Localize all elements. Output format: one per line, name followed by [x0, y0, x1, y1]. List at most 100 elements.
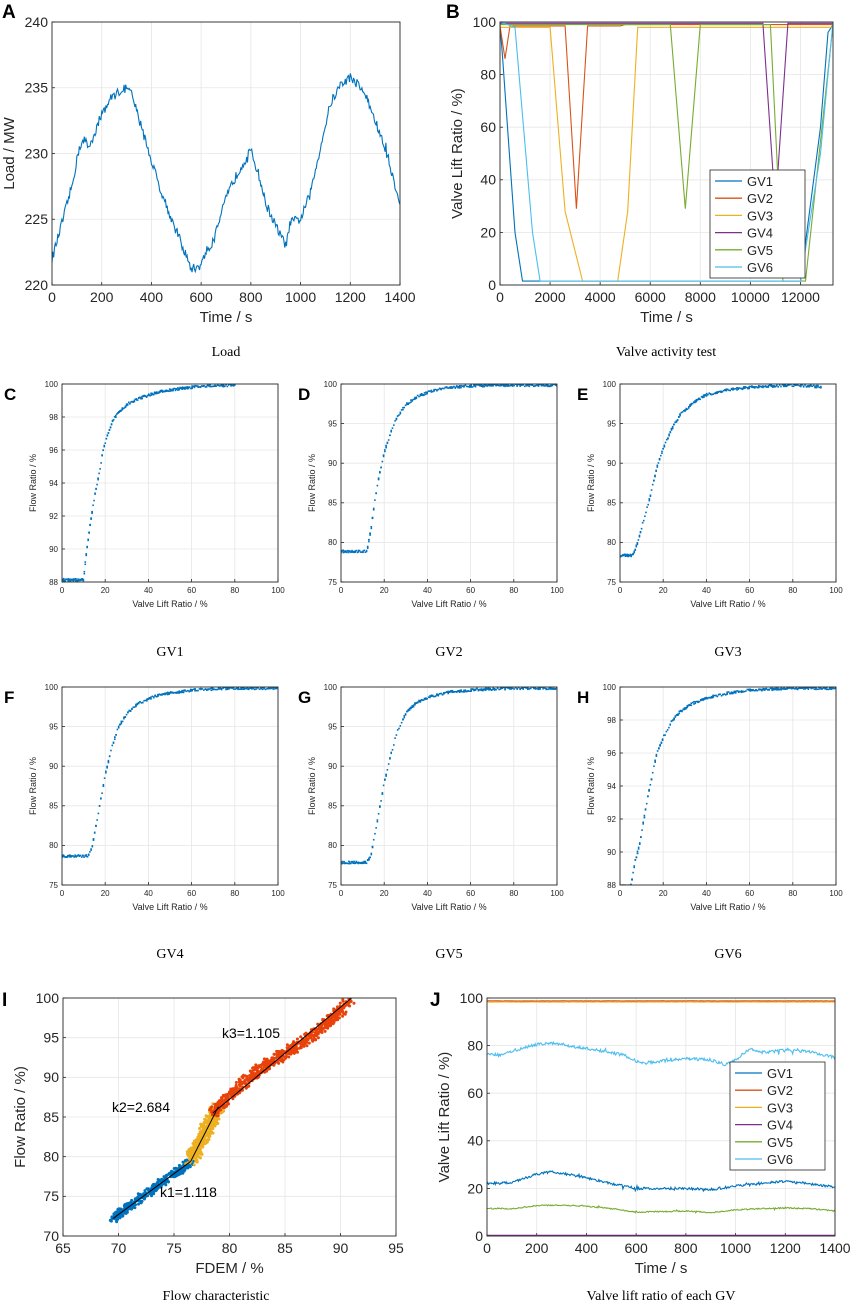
scatter-point [116, 728, 119, 731]
axes-box [51, 21, 401, 286]
scatter-point-k2 [195, 1154, 199, 1158]
scatter-point [656, 750, 659, 752]
scatter-point [136, 702, 139, 705]
scatter-point [176, 691, 179, 693]
scatter-point [781, 688, 784, 690]
scatter-point [111, 744, 114, 747]
scatter-point [266, 687, 268, 690]
scatter-point [473, 688, 475, 691]
scatter-point [758, 688, 760, 691]
scatter-point [95, 488, 97, 490]
scatter-point [784, 688, 787, 690]
scatter-point [740, 690, 743, 692]
scatter-point [470, 688, 472, 690]
scatter-point [642, 821, 645, 824]
scatter-point [98, 805, 101, 807]
scatter-point-k2 [198, 1127, 201, 1130]
scatter-point [778, 688, 781, 691]
scatter-point [433, 695, 435, 698]
scatter-point [533, 687, 535, 689]
scatter-point [762, 687, 765, 690]
scatter-point [156, 392, 158, 395]
x-tick-label: 400 [575, 1240, 599, 1256]
scatter-point [495, 688, 497, 691]
scatter-point [685, 706, 687, 709]
scatter-point [112, 741, 115, 744]
scatter-point [471, 386, 474, 388]
scatter-point [546, 384, 549, 386]
scatter-point [716, 392, 718, 395]
scatter-point-k3 [340, 1007, 344, 1010]
scatter-point-k3 [305, 1044, 309, 1048]
scatter-point [809, 687, 811, 689]
scatter-point [132, 401, 134, 403]
scatter-point [255, 687, 258, 689]
scatter-point-k3 [280, 1058, 284, 1062]
scatter-point [669, 724, 672, 726]
scatter-point [807, 385, 809, 387]
scatter-point [114, 416, 117, 418]
scatter-point [533, 687, 535, 690]
scatter-point [211, 688, 214, 690]
legend-label-gv1: GV1 [747, 174, 773, 189]
scatter-point [760, 385, 763, 388]
y-tick-label: 95 [328, 419, 337, 428]
scatter-point [402, 408, 404, 411]
scatter-point [120, 410, 122, 412]
scatter-point [647, 503, 649, 506]
scatter-point [700, 396, 703, 398]
scatter-point [352, 861, 354, 863]
scatter-point [140, 702, 143, 704]
scatter-point [67, 854, 69, 857]
y-tick-label: 235 [25, 80, 49, 96]
scatter-point [379, 470, 381, 473]
scatter-point [660, 742, 663, 744]
y-tick-label: 90 [328, 459, 337, 468]
scatter-point [689, 704, 691, 706]
scatter-point [807, 687, 810, 689]
scatter-point [356, 551, 359, 554]
scatter-point [798, 687, 800, 689]
y-tick-label: 80 [328, 841, 337, 850]
scatter-point [135, 703, 137, 706]
scatter-point [788, 384, 791, 386]
scatter-point-k2 [216, 1121, 220, 1125]
scatter-point-k2 [192, 1156, 196, 1160]
scatter-point [192, 688, 195, 691]
scatter-point [537, 687, 540, 690]
scatter-point [479, 384, 481, 387]
scatter-point [78, 855, 81, 857]
scatter-point [753, 386, 756, 388]
scatter-point [533, 385, 535, 387]
scatter-point [712, 393, 714, 396]
scatter-point [492, 687, 494, 689]
scatter-point [553, 384, 555, 386]
y-tick-label: 98 [607, 716, 616, 725]
scatter-point [182, 386, 185, 389]
x-tick-label: 8000 [685, 289, 716, 305]
scatter-point [751, 386, 753, 389]
scatter-point [717, 391, 720, 394]
scatter-point [694, 701, 697, 703]
scatter-point [766, 688, 769, 691]
scatter-point [470, 690, 472, 692]
scatter-point [661, 452, 663, 454]
scatter-point [420, 394, 423, 396]
scatter-point [151, 392, 154, 395]
plot-data [108, 998, 356, 1224]
scatter-point-k3 [244, 1086, 248, 1090]
scatter-point [415, 396, 418, 399]
scatter-point [161, 693, 163, 695]
scatter-point [821, 688, 823, 690]
scatter-point [678, 712, 681, 715]
x-tick-label: 0 [60, 889, 65, 898]
x-axis-label: FDEM / % [195, 1260, 263, 1277]
fit-line-k1 [112, 1161, 191, 1219]
scatter-point [507, 385, 509, 387]
scatter-point [70, 854, 72, 857]
scatter-point [714, 391, 717, 394]
scatter-point [643, 816, 646, 819]
scatter-point [71, 579, 74, 581]
scatter-point [189, 690, 192, 692]
